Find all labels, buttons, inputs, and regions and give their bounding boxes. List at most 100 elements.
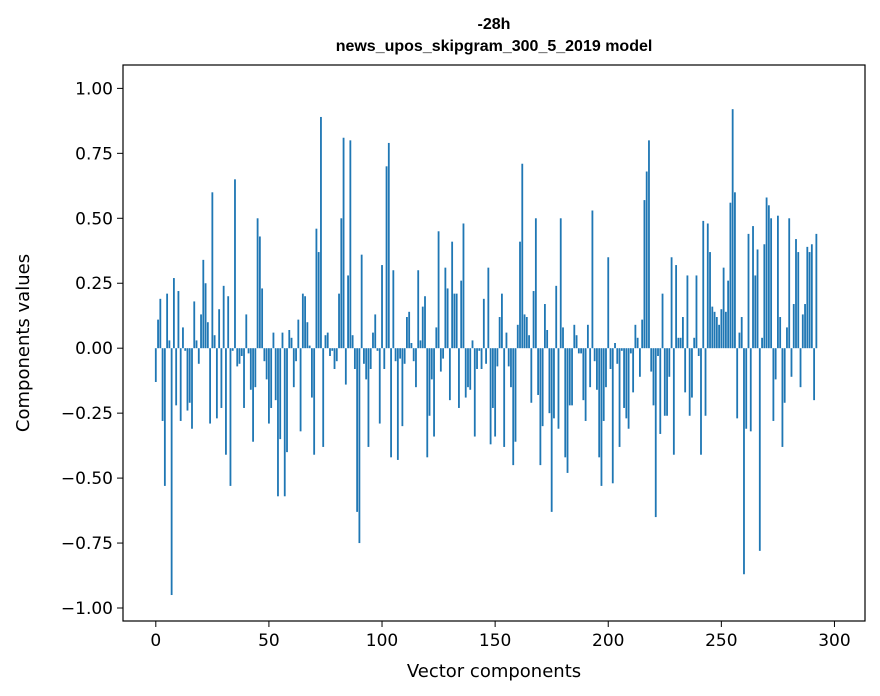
bar: [390, 348, 392, 458]
bar: [426, 348, 429, 458]
bar: [659, 348, 662, 434]
bar: [792, 304, 795, 349]
bar: [258, 236, 261, 349]
bar: [166, 293, 169, 349]
bar: [639, 348, 641, 377]
bar: [163, 348, 166, 486]
bar: [159, 298, 162, 349]
bar: [279, 348, 282, 440]
bar: [170, 348, 173, 596]
bar: [736, 348, 739, 419]
y-tick-label: 0.00: [75, 339, 113, 359]
bar: [770, 218, 773, 349]
bar: [643, 200, 646, 349]
bar: [557, 348, 560, 429]
bar: [206, 322, 209, 349]
bar: [629, 348, 632, 354]
bar: [815, 233, 818, 349]
bar: [351, 335, 354, 349]
bar: [715, 317, 718, 349]
bar: [702, 220, 705, 349]
bar: [460, 280, 463, 349]
bar: [462, 223, 465, 349]
bar: [419, 340, 422, 349]
bar: [245, 314, 248, 349]
bar: [566, 348, 569, 473]
bar: [688, 348, 691, 416]
bar: [747, 233, 750, 349]
bar: [491, 348, 494, 408]
y-tick-label: 0.25: [75, 274, 113, 294]
bar: [752, 226, 754, 349]
bar: [756, 249, 759, 349]
bar: [697, 348, 700, 356]
bar: [586, 324, 589, 349]
plot-frame: [122, 64, 866, 622]
bar: [179, 348, 182, 421]
bar: [218, 309, 221, 349]
bar: [265, 348, 268, 380]
bar: [338, 293, 340, 349]
bar: [451, 241, 454, 349]
bar: [523, 314, 526, 349]
bar: [240, 348, 243, 356]
bar: [238, 348, 241, 364]
bar: [528, 335, 530, 349]
bar: [677, 337, 680, 349]
bar: [469, 348, 472, 390]
bar: [363, 348, 365, 364]
bar: [406, 317, 408, 349]
bar: [168, 340, 171, 349]
bar: [767, 205, 770, 349]
bar: [222, 285, 225, 349]
bar: [602, 348, 605, 421]
bar: [514, 348, 517, 442]
bar: [729, 202, 732, 349]
bar: [415, 348, 417, 388]
bar: [428, 348, 431, 416]
bar: [331, 348, 334, 351]
bar: [184, 348, 187, 351]
bar: [650, 348, 653, 372]
bar: [575, 335, 578, 349]
bar: [591, 210, 594, 349]
bar: [290, 337, 293, 349]
bar: [711, 306, 714, 349]
bar: [249, 348, 252, 390]
bar: [365, 348, 368, 380]
bar: [487, 267, 490, 349]
bar: [539, 348, 542, 466]
bar: [670, 257, 673, 349]
bar: [507, 348, 510, 367]
bar: [525, 317, 528, 349]
bar: [410, 343, 413, 349]
bar: [519, 241, 521, 349]
bar: [437, 231, 440, 349]
bar: [550, 348, 553, 512]
bar: [175, 348, 178, 406]
bar: [444, 267, 447, 349]
x-tick-label: 0: [150, 631, 161, 651]
bar: [704, 348, 707, 416]
bar: [295, 348, 297, 362]
bar: [401, 348, 404, 427]
x-tick-label: 300: [818, 631, 850, 651]
bar: [231, 348, 234, 351]
bar: [743, 348, 745, 575]
bar: [306, 322, 309, 349]
bar: [781, 348, 784, 447]
bar: [734, 192, 736, 349]
bar: [281, 332, 284, 349]
bar: [220, 348, 223, 408]
y-tick-label: 1.00: [75, 79, 113, 99]
bar: [516, 324, 519, 349]
bar: [417, 270, 420, 349]
bar: [788, 218, 791, 349]
bar: [801, 314, 804, 349]
bar: [765, 197, 768, 349]
bar: [329, 348, 331, 356]
bar: [740, 317, 743, 349]
bar: [593, 348, 596, 362]
bar: [399, 348, 402, 359]
y-axis-ticks: −1.00 −0.75 −0.50 −0.25 0.00 0.25 0.50 0.75 1.00: [61, 79, 123, 619]
